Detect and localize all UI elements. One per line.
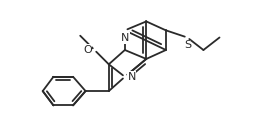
Text: N: N xyxy=(121,33,129,43)
Text: O: O xyxy=(83,45,92,55)
Text: N: N xyxy=(128,72,136,82)
Text: S: S xyxy=(184,40,191,50)
